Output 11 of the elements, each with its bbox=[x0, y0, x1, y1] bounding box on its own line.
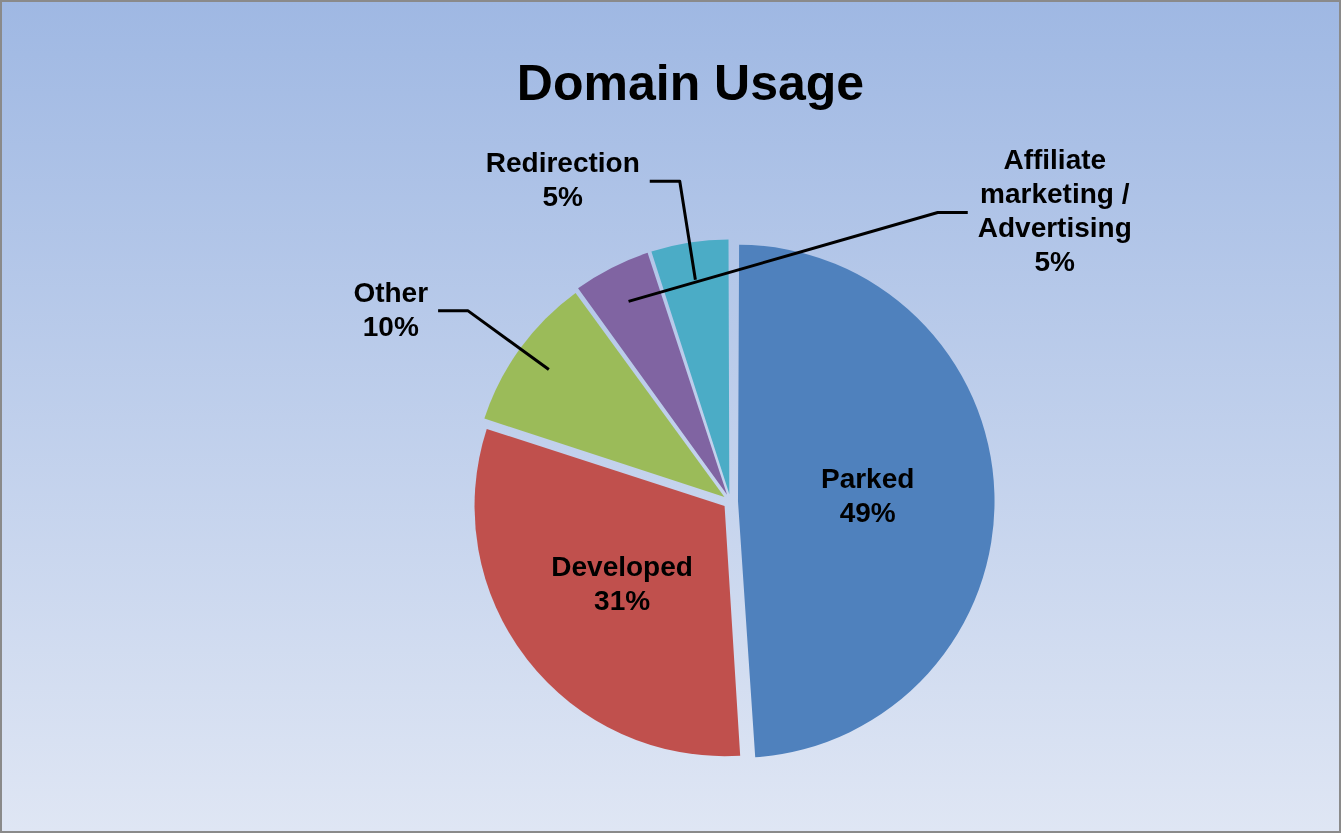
data-label: 10% bbox=[362, 310, 419, 342]
slice-label: Developed bbox=[551, 551, 693, 583]
slice-label: Redirection bbox=[485, 146, 640, 178]
data-label: 49% bbox=[839, 496, 896, 528]
chart-title: Domain Usage bbox=[515, 54, 866, 112]
data-label: 5% bbox=[542, 180, 584, 212]
slice-label: Parked bbox=[820, 462, 915, 494]
data-label: 5% bbox=[1034, 246, 1076, 278]
slice-label: Affiliate marketing / Advertising bbox=[977, 144, 1132, 244]
data-label: 31% bbox=[594, 585, 651, 617]
slice-label: Other bbox=[353, 276, 429, 308]
